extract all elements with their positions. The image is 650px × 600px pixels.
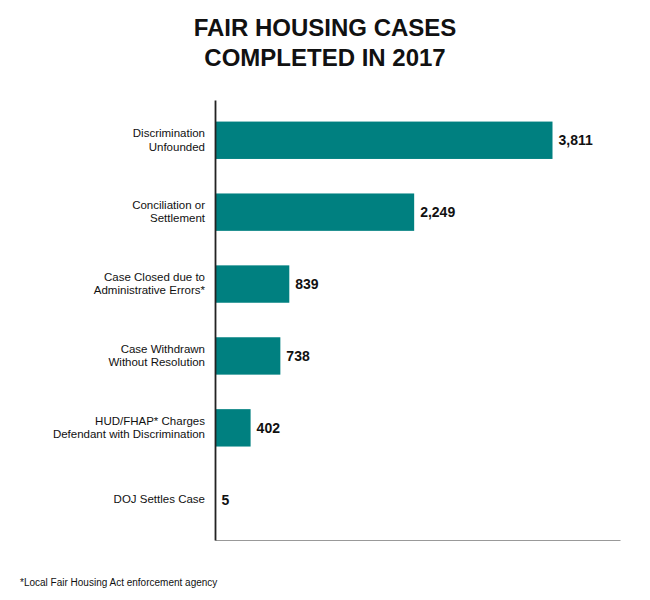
data-label: 3,811 — [559, 132, 593, 148]
data-label: 738 — [286, 348, 310, 364]
y-tick: Conciliation orSettlement — [132, 199, 206, 224]
data-label: 839 — [295, 276, 319, 292]
data-labels: 5 402 738 839 2,249 3,811 — [221, 132, 593, 507]
data-label: 402 — [257, 420, 281, 436]
y-tick: Case WithdrawnWithout Resolution — [108, 343, 205, 368]
y-axis: DOJ Settles Case HUD/FHAP* ChargesDefenda… — [53, 101, 216, 541]
y-axis-line — [215, 101, 217, 541]
y-tick-label: Conciliation orSettlement — [132, 199, 206, 224]
y-tick: DiscriminationUnfounded — [133, 127, 205, 152]
y-tick-label: Case Closed due toAdministrative Errors* — [94, 271, 206, 296]
data-label: 2,249 — [420, 204, 455, 220]
y-tick-label: DiscriminationUnfounded — [133, 127, 205, 152]
bar — [215, 409, 251, 446]
title: FAIR HOUSING CASESCOMPLETED IN 2017 — [194, 14, 457, 71]
bar — [215, 265, 289, 302]
y-tick-label: DOJ Settles Case — [114, 493, 205, 505]
data-label: 5 — [221, 492, 229, 508]
y-tick: Case Closed due toAdministrative Errors* — [94, 271, 206, 296]
x-axis-line — [216, 540, 621, 541]
bar — [215, 122, 553, 159]
y-tick-label: HUD/FHAP* ChargesDefendant with Discrimi… — [53, 415, 205, 440]
x-axis — [216, 540, 621, 541]
y-tick: DOJ Settles Case — [114, 493, 205, 505]
y-tick-label: Case WithdrawnWithout Resolution — [108, 343, 205, 368]
bars — [215, 122, 553, 519]
footnote: *Local Fair Housing Act enforcement agen… — [20, 577, 217, 588]
bar — [215, 337, 280, 374]
y-tick: HUD/FHAP* ChargesDefendant with Discrimi… — [53, 415, 205, 440]
plot: DOJ Settles Case HUD/FHAP* ChargesDefenda… — [53, 101, 621, 541]
chart: FAIR HOUSING CASESCOMPLETED IN 2017 DOJ S… — [0, 0, 650, 600]
bar — [215, 193, 414, 230]
